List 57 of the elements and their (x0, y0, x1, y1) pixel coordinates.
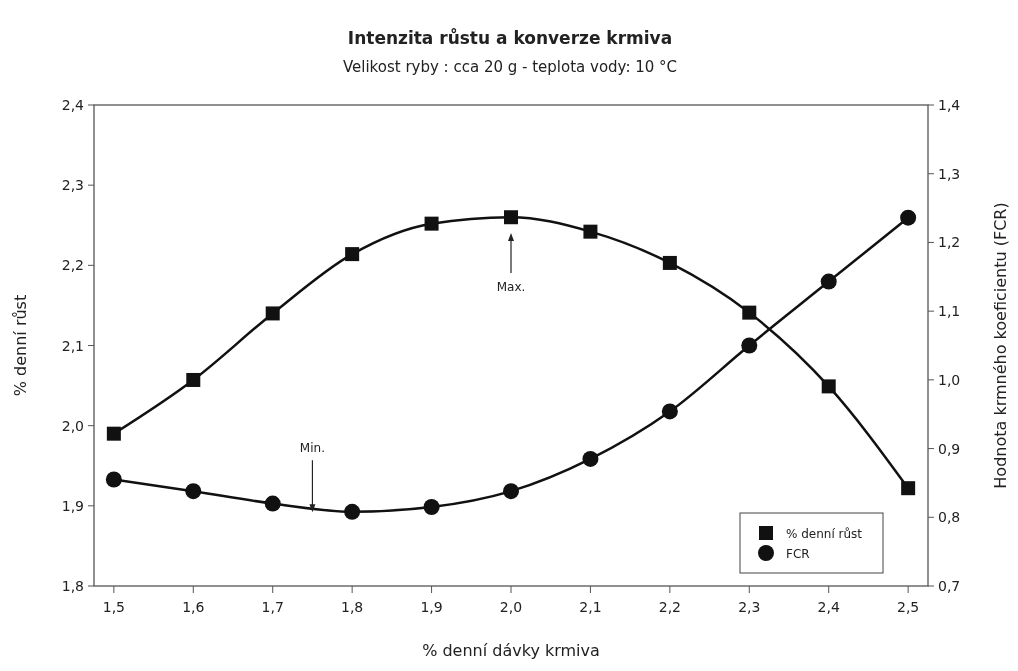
point (345, 247, 360, 262)
point (661, 403, 678, 420)
y2-tick-label: 0,9 (938, 440, 961, 457)
y2-tick-label: 1,3 (938, 165, 961, 182)
x-tick-label: 1,5 (102, 599, 125, 615)
x-tick-label: 2,1 (579, 599, 602, 615)
x-tick-label: 1,7 (261, 599, 284, 615)
x-tick-label: 2,3 (738, 599, 761, 615)
point (583, 224, 598, 239)
y2-tick-label: 1,1 (938, 303, 961, 320)
y-tick-label: 1,8 (61, 578, 84, 594)
point (264, 495, 281, 512)
point (503, 483, 519, 500)
y2-axis-title: Hodnota krmného koeficientu (FCR) (991, 202, 1010, 489)
legend-label: % denní růst (786, 527, 863, 541)
point (662, 255, 677, 270)
y-tick-label: 2,4 (61, 97, 85, 113)
x-tick-label: 2,2 (658, 599, 681, 615)
point (900, 209, 917, 226)
y-tick-label: 2,2 (61, 257, 84, 274)
point (424, 216, 439, 231)
point (265, 306, 280, 321)
y-axis-title: % denní růst (11, 294, 30, 397)
chart-title: Intenzita růstu a konverze krmiva (347, 27, 673, 48)
point (741, 337, 758, 354)
y2-tick-label: 0,7 (938, 578, 961, 594)
y-tick-label: 2,3 (61, 177, 84, 194)
x-tick-label: 2,0 (499, 599, 523, 615)
annotation: Min. (299, 441, 325, 456)
x-tick-label: 2,4 (817, 599, 840, 615)
point (504, 210, 518, 225)
y-tick-label: 2,1 (61, 337, 84, 354)
x-tick-label: 2,5 (897, 599, 920, 615)
point (582, 450, 599, 467)
x-tick-label: 1,9 (420, 599, 443, 615)
chart-subtitle: Velikost ryby : cca 20 g - teplota vody: 10 °C (342, 58, 678, 76)
y2-tick-label: 1,4 (938, 97, 961, 113)
point (821, 379, 836, 394)
legend-label: FCR (786, 547, 810, 561)
annotation: Max. (496, 280, 526, 294)
y-tick-label: 1,9 (61, 497, 84, 514)
point (185, 483, 202, 500)
point (344, 503, 361, 520)
point (820, 273, 837, 290)
x-tick-label: 1,8 (341, 599, 364, 615)
point (105, 471, 122, 488)
y2-tick-label: 0,8 (938, 509, 961, 526)
x-axis-title: % denní dávky krmiva (422, 641, 600, 660)
point (423, 498, 440, 515)
point (186, 372, 201, 387)
y-tick-label: 2,0 (61, 417, 84, 434)
y2-tick-label: 1,0 (938, 371, 961, 388)
x-tick-label: 1,6 (182, 599, 205, 615)
point (742, 305, 757, 320)
y2-tick-label: 1,2 (938, 234, 961, 251)
point (106, 426, 121, 441)
point (901, 481, 916, 496)
